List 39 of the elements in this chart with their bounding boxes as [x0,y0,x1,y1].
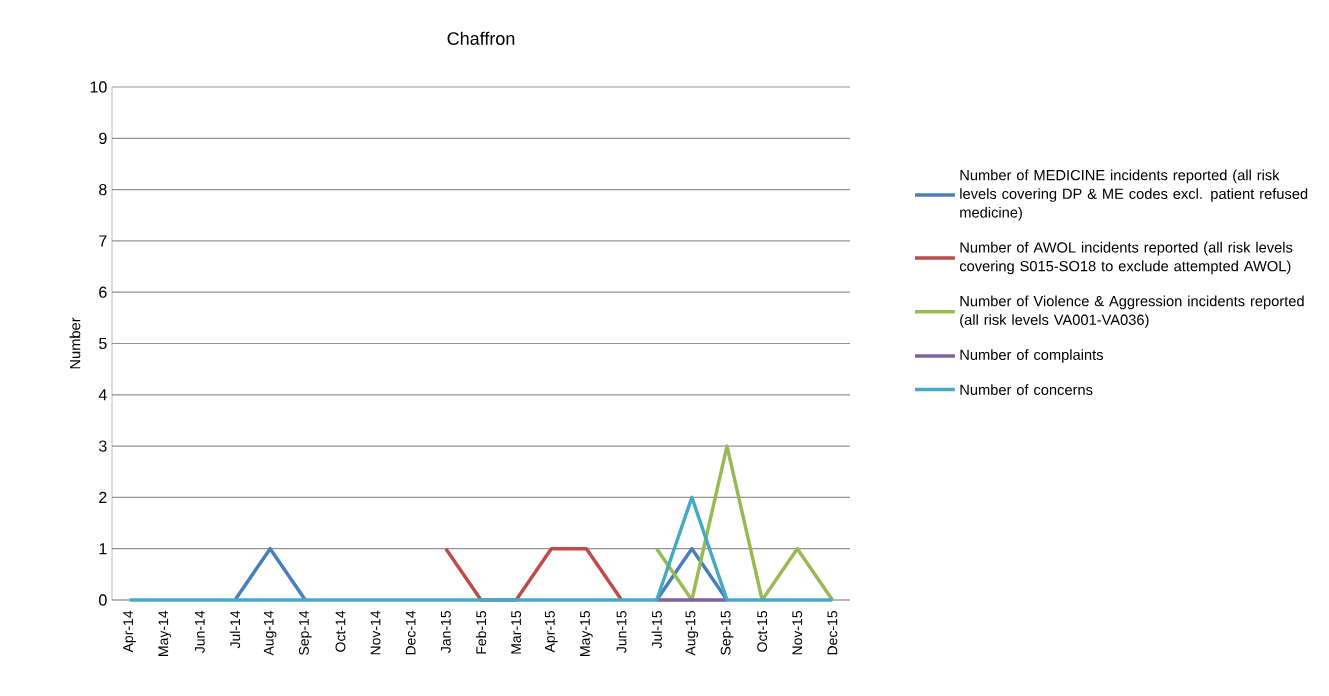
y-tick-label: 0 [99,594,107,606]
legend-label: Number of concerns [960,384,1093,395]
x-tick-label: May-15 [580,610,593,656]
y-axis-title: Number [69,317,81,369]
x-tick-label: Oct-15 [757,610,768,652]
y-tick-label: 7 [99,235,107,247]
x-tick-label: Oct-14 [335,610,346,652]
legend-label: Number of Violence & Aggression incidents reported (all risk levels VA001-VA036) [960,295,1304,328]
legend-label: Number of complaints [960,349,1103,363]
x-tick-label: Aug-15 [685,610,699,656]
y-tick-label: 2 [99,491,107,503]
x-tick-label: Apr-15 [545,610,558,653]
legend-label: Number of AWOL incidents reported (all risk levels covering S015-SO18 to exclude attempted AWOL) [959,241,1293,275]
x-tick-label: Jun-14 [194,610,205,653]
y-tick-label: 6 [99,286,107,298]
y-tick-label: 4 [98,389,107,401]
y-tick-label: 3 [99,440,107,452]
chart-title: Chaffron [447,31,515,45]
y-tick-label: 8 [99,183,107,196]
x-tick-label: Jul-14 [229,610,241,649]
x-tick-label: Jan-15 [440,610,451,653]
x-tick-label: Sep-14 [298,610,312,655]
x-tick-label: Nov-15 [792,610,803,655]
x-tick-label: Nov-14 [370,610,381,655]
x-tick-label: Apr-14 [123,610,136,653]
x-tick-label: Sep-15 [720,610,734,655]
y-tick-label: 1 [99,543,107,555]
x-tick-label: Dec-15 [827,610,838,655]
x-tick-label: Jun-15 [616,610,627,653]
x-tick-label: Mar-15 [511,610,522,654]
x-tick-label: Feb-15 [475,610,487,654]
y-tick-label: 5 [99,337,107,350]
y-tick-label: 10 [90,81,107,93]
y-tick-label: 9 [99,132,107,144]
x-tick-label: May-14 [158,610,171,656]
x-tick-label: Jul-15 [651,610,662,649]
x-tick-label: Aug-14 [263,610,277,656]
legend-label: Number of MEDICINE incidents reported (all risk levels covering DP & ME codes excl. patient refused medicine) [960,169,1308,221]
x-tick-label: Dec-14 [405,610,416,655]
